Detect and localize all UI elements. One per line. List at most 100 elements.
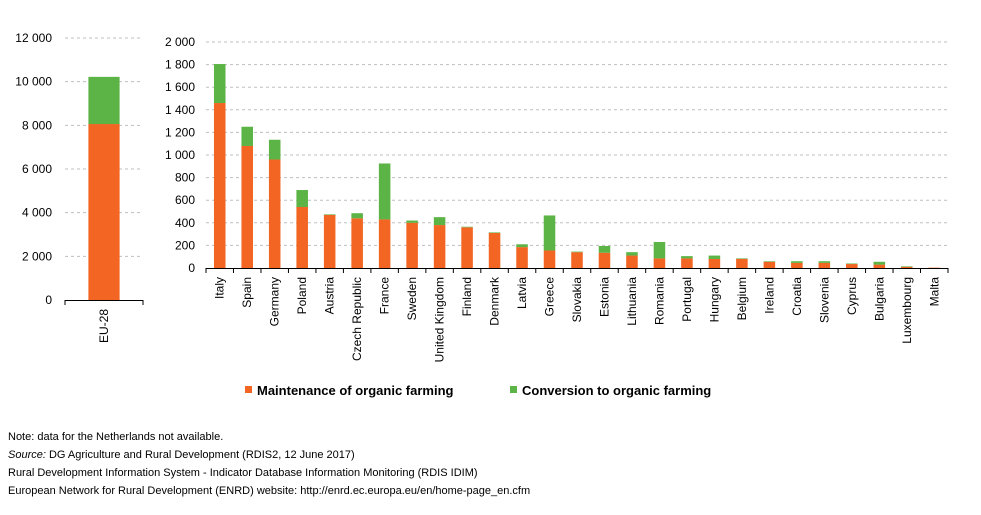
bar-maintenance xyxy=(763,261,776,268)
x-tick-label: Czech Republic xyxy=(350,277,364,361)
x-tick-label: Slovakia xyxy=(570,277,584,323)
bar-maintenance xyxy=(323,214,336,268)
x-tick-label: Finland xyxy=(460,277,474,316)
y-tick-label: 2 000 xyxy=(22,249,52,263)
x-tick-label: Latvia xyxy=(515,277,529,309)
y-tick-label: 1 200 xyxy=(165,125,195,139)
bar-maintenance xyxy=(543,250,556,268)
y-tick-label: 6 000 xyxy=(22,162,52,176)
legend-label: Conversion to organic farming xyxy=(522,383,711,398)
x-tick-label: Slovenia xyxy=(817,277,831,323)
bar-maintenance xyxy=(296,206,308,268)
y-tick-label: 1 000 xyxy=(165,148,195,162)
x-tick-label: EU-28 xyxy=(97,309,111,343)
bar-conversion xyxy=(516,244,528,248)
x-tick-label: Estonia xyxy=(597,277,611,317)
y-tick-label: 0 xyxy=(45,293,52,307)
bar-conversion xyxy=(681,256,693,259)
bar-conversion xyxy=(296,190,308,207)
x-tick-label: Bulgaria xyxy=(872,277,886,321)
x-tick-label: France xyxy=(378,277,392,315)
x-tick-label: Belgium xyxy=(735,277,749,320)
bar-maintenance xyxy=(406,222,418,268)
bar-maintenance xyxy=(268,159,281,268)
bar-conversion xyxy=(88,76,120,125)
x-tick-label: Lithuania xyxy=(625,277,639,326)
source-text: DG Agriculture and Rural Development (RD… xyxy=(45,449,355,461)
bar-conversion xyxy=(846,263,858,265)
x-tick-label: Hungary xyxy=(707,277,721,322)
bar-maintenance xyxy=(351,218,363,268)
bar-maintenance xyxy=(433,225,446,268)
bar-conversion xyxy=(488,232,501,233)
legend-swatch xyxy=(245,386,252,393)
y-tick-label: 800 xyxy=(175,171,195,185)
bar-conversion xyxy=(323,214,336,215)
y-tick-label: 1 800 xyxy=(165,58,195,72)
x-tick-label: Italy xyxy=(213,277,227,299)
x-tick-label: Denmark xyxy=(488,276,502,326)
x-tick-label: Spain xyxy=(240,277,254,308)
bar-maintenance xyxy=(901,266,913,268)
bar-conversion xyxy=(901,266,913,267)
chart-legend: Maintenance of organic farming Conversion… xyxy=(245,383,711,398)
member-states-panel: 0 200 400 600 800 1 000 1 200 1 400 1 600 1 800 2 … xyxy=(165,35,949,362)
bar-maintenance xyxy=(571,252,583,268)
bar-conversion xyxy=(626,252,638,256)
bar-maintenance xyxy=(708,258,721,268)
source-line-2: Rural Development Information System - I… xyxy=(8,467,478,479)
bar-conversion xyxy=(653,242,666,259)
y-tick-label: 600 xyxy=(175,193,195,207)
x-tick-label: Ireland xyxy=(762,277,776,314)
bar-conversion xyxy=(461,226,473,228)
source-line-3: European Network for Rural Development (… xyxy=(8,485,531,497)
bar-maintenance xyxy=(653,258,666,268)
bar-maintenance xyxy=(378,219,391,268)
y-tick-label: 4 000 xyxy=(22,206,52,220)
bar-conversion xyxy=(818,261,831,263)
bar-maintenance xyxy=(791,262,803,268)
bar-conversion xyxy=(873,261,886,265)
bar-conversion xyxy=(763,261,776,262)
x-tick-label: Poland xyxy=(295,277,309,314)
chart-notes: Note: data for the Netherlands not avail… xyxy=(8,428,530,500)
y-tick-label: 400 xyxy=(175,216,195,230)
bar-conversion xyxy=(241,126,253,146)
x-tick-label: Cyprus xyxy=(845,277,859,315)
bar-conversion xyxy=(406,220,418,223)
bar-conversion xyxy=(598,245,611,253)
y-tick-label: 2 000 xyxy=(165,35,195,49)
bar-conversion xyxy=(268,139,281,160)
bar-conversion xyxy=(571,251,583,253)
bar-maintenance xyxy=(736,258,748,268)
y-tick-label: 1 600 xyxy=(165,80,195,94)
bar-conversion xyxy=(543,215,556,251)
bar-maintenance xyxy=(873,264,886,268)
bar-conversion xyxy=(378,163,391,220)
x-tick-label: Romania xyxy=(652,277,666,325)
bar-maintenance xyxy=(213,103,226,269)
bar-maintenance xyxy=(846,264,858,268)
bar-maintenance xyxy=(598,252,611,268)
eu28-panel: 0 2 000 4 000 6 000 8 000 10 000 12 000 EU-28 xyxy=(15,31,144,343)
bar-maintenance xyxy=(88,124,120,300)
x-tick-label: United Kingdom xyxy=(433,277,447,362)
bar-maintenance xyxy=(818,262,831,268)
y-tick-label: 10 000 xyxy=(15,75,52,89)
bar-maintenance xyxy=(626,255,638,268)
bar-maintenance xyxy=(681,258,693,268)
bar-conversion xyxy=(708,255,721,259)
y-tick-label: 1 400 xyxy=(165,103,195,117)
x-tick-label: Greece xyxy=(543,277,557,317)
x-tick-label: Croatia xyxy=(790,277,804,316)
x-tick-label: Sweden xyxy=(405,277,419,320)
y-tick-label: 8 000 xyxy=(22,118,52,132)
bar-maintenance xyxy=(488,232,501,268)
source-line: Source: DG Agriculture and Rural Develop… xyxy=(8,446,530,464)
legend-label: Maintenance of organic farming xyxy=(257,383,454,398)
y-tick-label: 200 xyxy=(175,238,195,252)
source-label: Source: xyxy=(8,449,46,461)
note-text: Note: data for the Netherlands not avail… xyxy=(8,431,224,443)
bar-maintenance xyxy=(516,247,528,268)
